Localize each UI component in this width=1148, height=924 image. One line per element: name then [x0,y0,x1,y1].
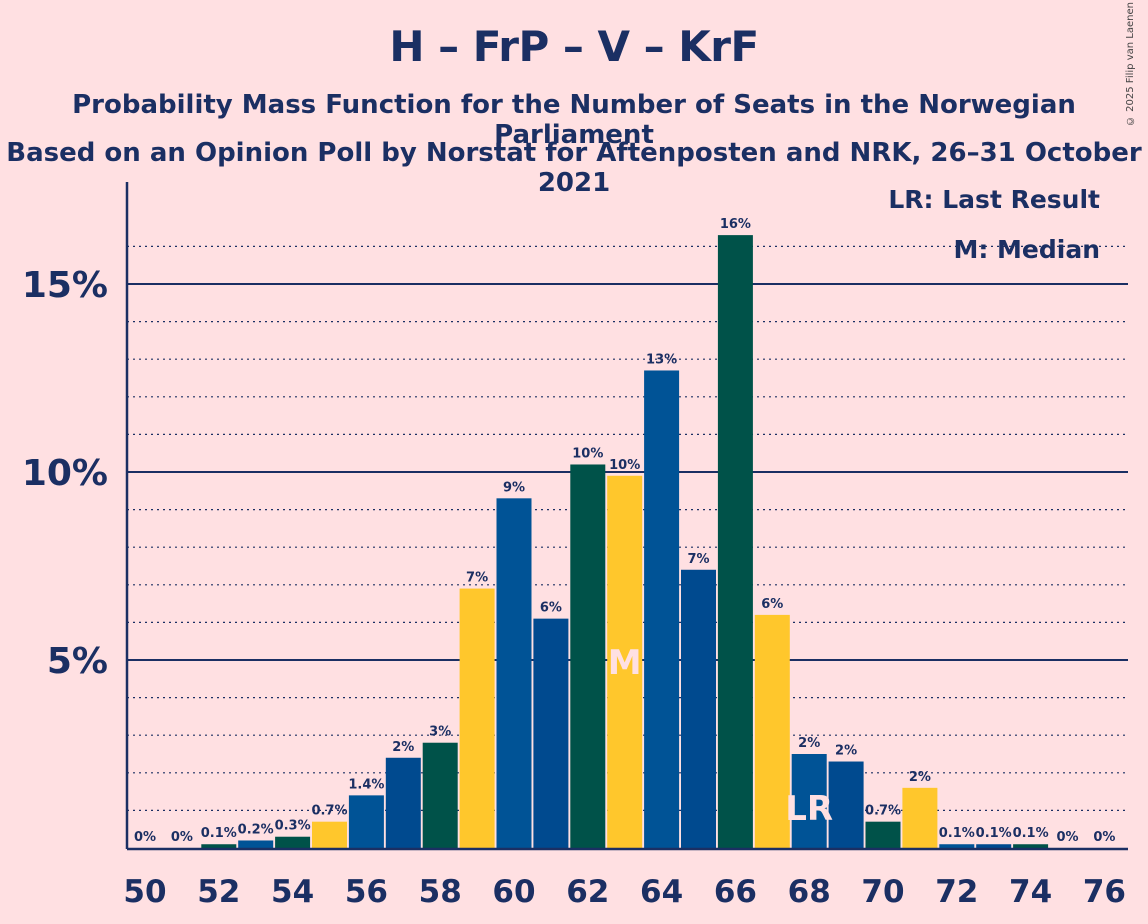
x-tick-label: 64 [640,874,683,910]
bar-label-seats-66: 16% [720,217,751,232]
bar-seats-54 [275,836,311,848]
y-tick-label: 5% [47,641,108,682]
legend: LR: Last Result M: Median [888,185,1100,264]
bar-seats-53 [238,840,274,848]
bar-label-seats-63: 10% [609,458,640,473]
bar-seats-72 [939,844,975,848]
bar-seats-67 [754,614,790,848]
bar-label-seats-50: 0% [134,830,156,845]
y-tick-label: 15% [22,265,108,306]
bar-seats-69 [828,761,864,848]
bar-label-seats-70: 0.7% [865,804,901,819]
x-tick-label: 74 [1009,874,1052,910]
bar-label-seats-57: 2% [392,740,414,755]
bar-label-seats-72: 0.1% [939,826,975,841]
bar-label-seats-68: 2% [798,736,820,751]
x-tick-label: 76 [1083,874,1126,910]
x-tick-label: 72 [935,874,978,910]
bar-seats-60 [496,498,532,848]
last-result-marker: LR [785,789,833,829]
x-tick-label: 50 [123,874,166,910]
bar-seats-57 [385,757,421,848]
bar-seats-71 [902,787,938,848]
bar-label-seats-60: 9% [503,480,525,495]
chart-subtitle: Probability Mass Function for the Number… [72,90,1076,150]
bar-label-seats-74: 0.1% [1013,826,1049,841]
bar-label-seats-71: 2% [909,770,931,785]
bar-label-seats-58: 3% [429,725,451,740]
x-tick-label: 68 [788,874,831,910]
x-tick-label: 70 [861,874,904,910]
grid-lines [127,245,1128,812]
bar-seats-58 [422,742,458,848]
bar-seats-52 [201,844,237,848]
bar-label-seats-56: 1.4% [348,777,384,792]
bar-label-seats-53: 0.2% [238,822,274,837]
bar-seats-66 [717,235,753,848]
axes: 5% 10% 15% 50 52 54 56 58 60 62 64 66 68 70 72 74 76 [22,182,1128,910]
bar-label-seats-52: 0.1% [201,826,237,841]
bar-seats-56 [348,795,384,848]
bar-label-seats-64: 13% [646,352,677,367]
bar-label-seats-69: 2% [835,744,857,759]
bar-label-seats-76: 0% [1093,830,1115,845]
bar-label-seats-54: 0.3% [275,819,311,834]
bar-label-seats-75: 0% [1056,830,1078,845]
x-tick-label: 52 [197,874,240,910]
bar-label-seats-51: 0% [171,830,193,845]
bar-seats-55 [312,821,347,848]
bar-seats-64 [644,370,680,848]
bar-label-seats-65: 7% [687,552,709,567]
bar-label-seats-55: 0.7% [311,804,347,819]
bar-seats-68 [791,754,827,848]
x-tick-label: 66 [714,874,757,910]
x-tick-label: 62 [566,874,609,910]
bar-labels: 0% 0% 0.1% 0.2% 0.3%0.7%1.4%2%3%7%9%6%10%10%… [134,217,1115,845]
legend-median: M: Median [953,235,1100,264]
bar-seats-65 [681,569,716,848]
x-tick-label: 56 [345,874,388,910]
bar-label-seats-59: 7% [466,571,488,586]
bars [201,235,1049,848]
bar-seats-61 [533,618,569,848]
bar-label-seats-73: 0.1% [976,826,1012,841]
bar-seats-73 [976,844,1012,848]
bar-label-seats-67: 6% [761,597,783,612]
median-marker: M [608,643,642,683]
chart-subtitle-source: Based on an Opinion Poll by Norstat for … [6,138,1142,198]
x-tick-label: 60 [492,874,535,910]
bar-label-seats-61: 6% [540,601,562,616]
bar-seats-74 [1013,844,1049,848]
bar-seats-70 [865,821,901,848]
chart-title: H – FrP – V – KrF [389,22,759,71]
bar-seats-59 [459,588,495,848]
x-tick-label: 54 [271,874,314,910]
bar-seats-63 [607,475,643,848]
legend-last-result: LR: Last Result [888,185,1100,214]
bar-label-seats-62: 10% [572,446,603,461]
y-tick-label: 10% [22,453,108,494]
bar-seats-62 [570,464,606,848]
x-tick-label: 58 [419,874,462,910]
